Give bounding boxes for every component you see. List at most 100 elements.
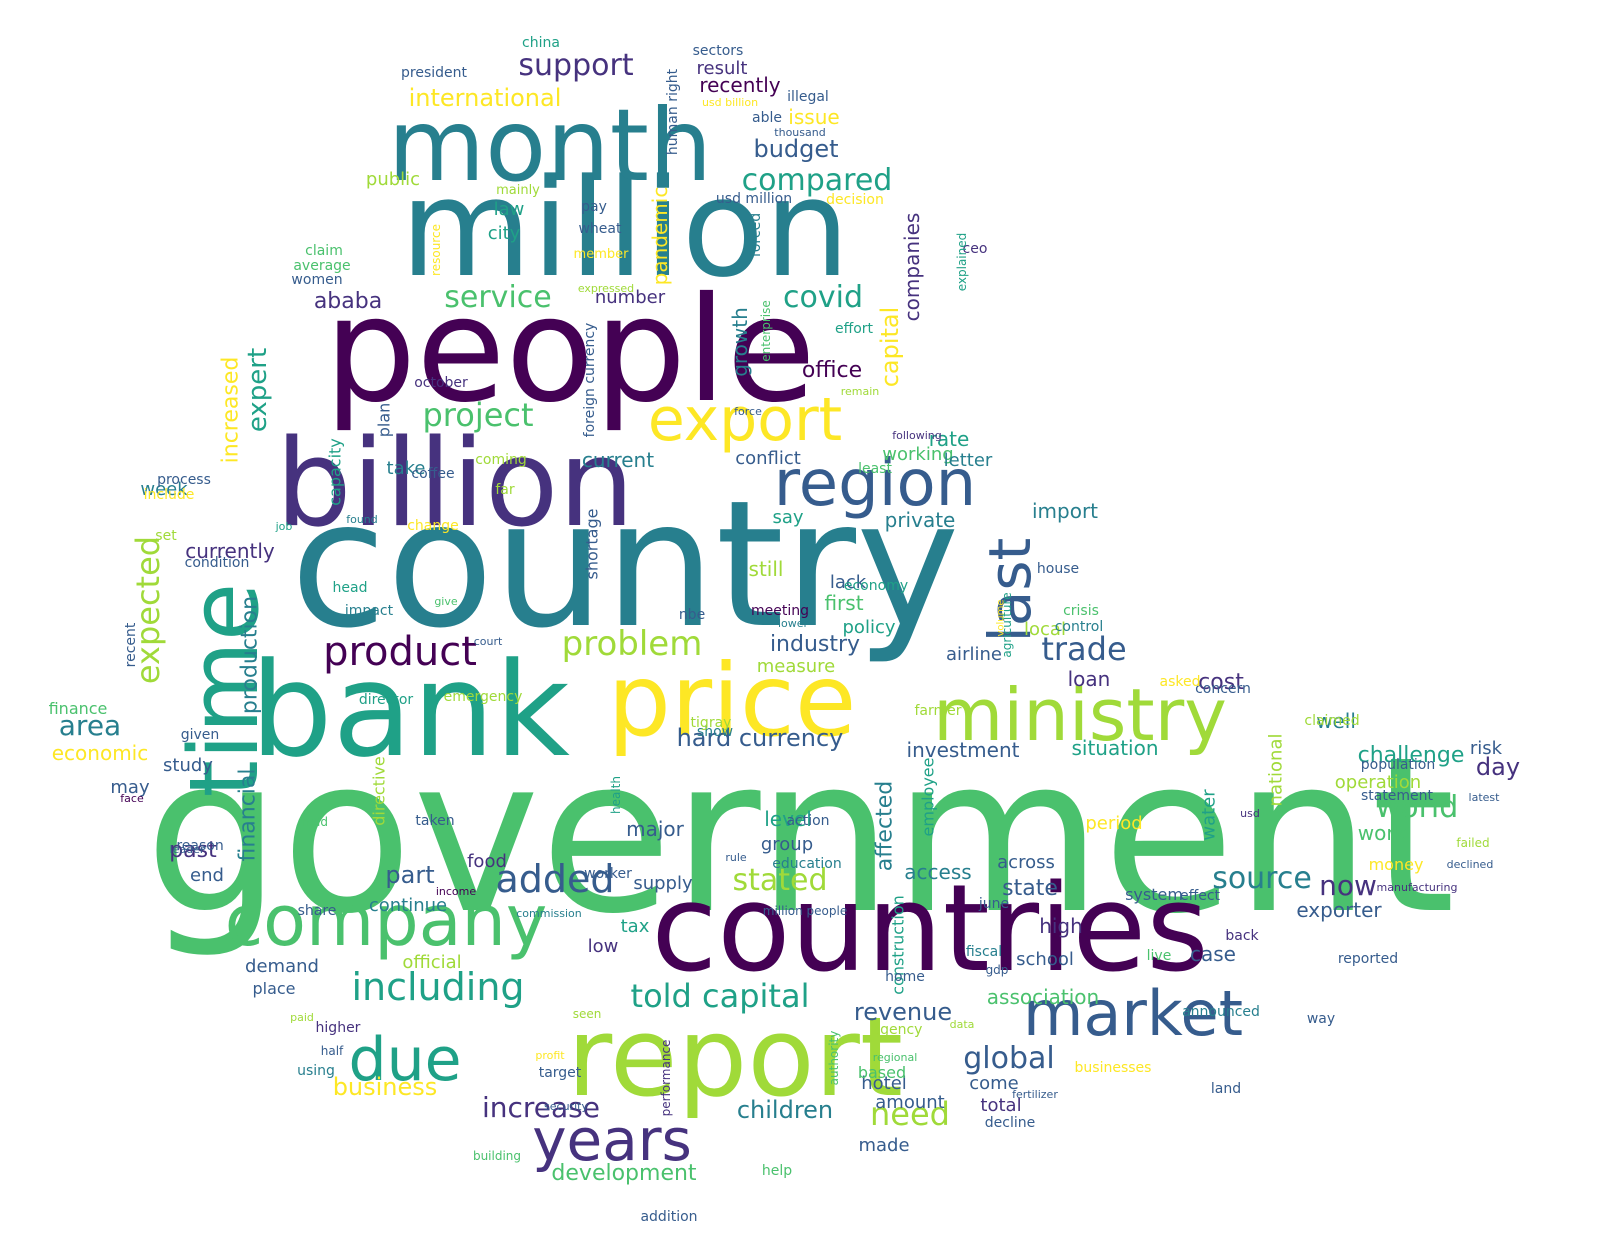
word-recent: recent xyxy=(123,622,139,667)
word-service: service xyxy=(444,280,551,315)
word-production: production xyxy=(238,596,263,714)
word-working: working xyxy=(882,444,953,465)
word-thousand: thousand xyxy=(774,126,825,139)
word-added: added xyxy=(495,857,614,901)
word-agriculture: agriculture xyxy=(1000,592,1014,657)
word-claimed: claimed xyxy=(1304,713,1359,729)
word-hotel: hotel xyxy=(861,1073,907,1094)
word-industry: industry xyxy=(770,632,860,657)
word-compared: compared xyxy=(742,163,893,198)
word-source: source xyxy=(1212,861,1312,896)
word-group: group xyxy=(761,834,813,855)
word-measure: measure xyxy=(757,656,836,677)
word-back: back xyxy=(1225,928,1259,944)
word-total: total xyxy=(980,1095,1021,1116)
word-now: now xyxy=(1319,869,1377,902)
word-private: private xyxy=(885,508,956,532)
word-growth: growth xyxy=(728,307,752,377)
word-share: share xyxy=(298,903,337,919)
word-live: live xyxy=(1147,948,1172,964)
word-region: region xyxy=(774,447,976,521)
word-resource: resource xyxy=(429,224,443,276)
word-reported: reported xyxy=(1338,951,1398,967)
word-risk: risk xyxy=(1470,738,1503,759)
word-nbe: nbe xyxy=(679,607,705,623)
word-local: local xyxy=(1024,619,1066,640)
word-expected: expected xyxy=(129,536,167,684)
word-system: system xyxy=(1125,885,1183,904)
word-failed: failed xyxy=(1456,836,1489,850)
word-taken: taken xyxy=(415,813,454,829)
word-demand: demand xyxy=(245,956,319,977)
word-china: china xyxy=(522,35,560,51)
word-sectors: sectors xyxy=(693,43,744,59)
word-profit: profit xyxy=(535,1049,565,1062)
word-usd-billion: usd billion xyxy=(702,96,758,109)
word-million: million xyxy=(400,150,850,307)
word-high: high xyxy=(1039,914,1083,938)
word-airline: airline xyxy=(946,644,1002,665)
word-low: low xyxy=(588,936,619,957)
word-market: market xyxy=(1023,977,1243,1050)
word-place: place xyxy=(252,979,295,998)
word-exporter: exporter xyxy=(1296,898,1382,922)
word-meeting: meeting xyxy=(751,603,809,619)
word-change: change xyxy=(407,518,459,534)
word-directive: directive xyxy=(370,756,389,826)
word-people: people xyxy=(324,266,816,435)
word-policy: policy xyxy=(843,617,896,638)
word-land: land xyxy=(1211,1081,1241,1097)
word-countries: countries xyxy=(651,860,1209,999)
word-agency: agency xyxy=(872,1022,923,1038)
word-process: process xyxy=(157,472,211,488)
word-ababa: ababa xyxy=(314,289,382,314)
word-employee: employee xyxy=(919,758,938,837)
word-illegal: illegal xyxy=(787,89,829,105)
word-amount: amount xyxy=(875,1092,944,1113)
word-support: support xyxy=(518,48,633,83)
word-tigray: tigray xyxy=(691,715,732,731)
word-gdp: gdp xyxy=(986,963,1009,977)
word-take: take xyxy=(387,458,426,479)
word-farmer: farmer xyxy=(914,703,961,719)
word-result: result xyxy=(697,58,748,79)
word-economy: economy xyxy=(844,578,908,594)
word-show: show xyxy=(697,724,733,740)
word-public: public xyxy=(366,169,420,190)
word-fertilizer: fertilizer xyxy=(1012,1088,1058,1101)
word-food: food xyxy=(467,851,507,872)
word-far: far xyxy=(495,482,515,498)
word-financial: financial xyxy=(236,768,261,861)
word-city: city xyxy=(488,223,521,244)
word-period: period xyxy=(1085,813,1142,834)
word-face: face xyxy=(120,792,144,805)
word-held: held xyxy=(302,815,328,829)
word-plan: plan xyxy=(375,403,394,438)
word-ceo: ceo xyxy=(963,241,988,257)
word-project: project xyxy=(422,396,533,434)
word-include: include xyxy=(144,487,195,503)
word-announced: announced xyxy=(1182,1004,1260,1020)
word-bank: bank xyxy=(250,634,570,786)
word-impact: impact xyxy=(345,603,394,619)
word-least: least xyxy=(858,461,892,477)
word-national: national xyxy=(1266,734,1287,807)
word-still: still xyxy=(749,557,784,581)
word-house: house xyxy=(1037,561,1079,577)
word-trade: trade xyxy=(1041,630,1126,668)
word-affected: affected xyxy=(873,781,898,871)
word-made: made xyxy=(858,1135,909,1156)
word-explained: explained xyxy=(955,233,969,292)
word-june: june xyxy=(978,896,1009,912)
word-expert: expert xyxy=(243,348,273,432)
word-statement: statement xyxy=(1361,788,1434,804)
word-october: october xyxy=(414,375,468,391)
word-action: action xyxy=(786,813,829,829)
word-health: health xyxy=(609,776,623,814)
word-increased: increased xyxy=(219,357,244,464)
word-pandemic: pandemic xyxy=(648,187,672,286)
word-rule: rule xyxy=(725,851,747,864)
word-money: money xyxy=(1369,855,1424,874)
word-last: last xyxy=(976,538,1044,643)
